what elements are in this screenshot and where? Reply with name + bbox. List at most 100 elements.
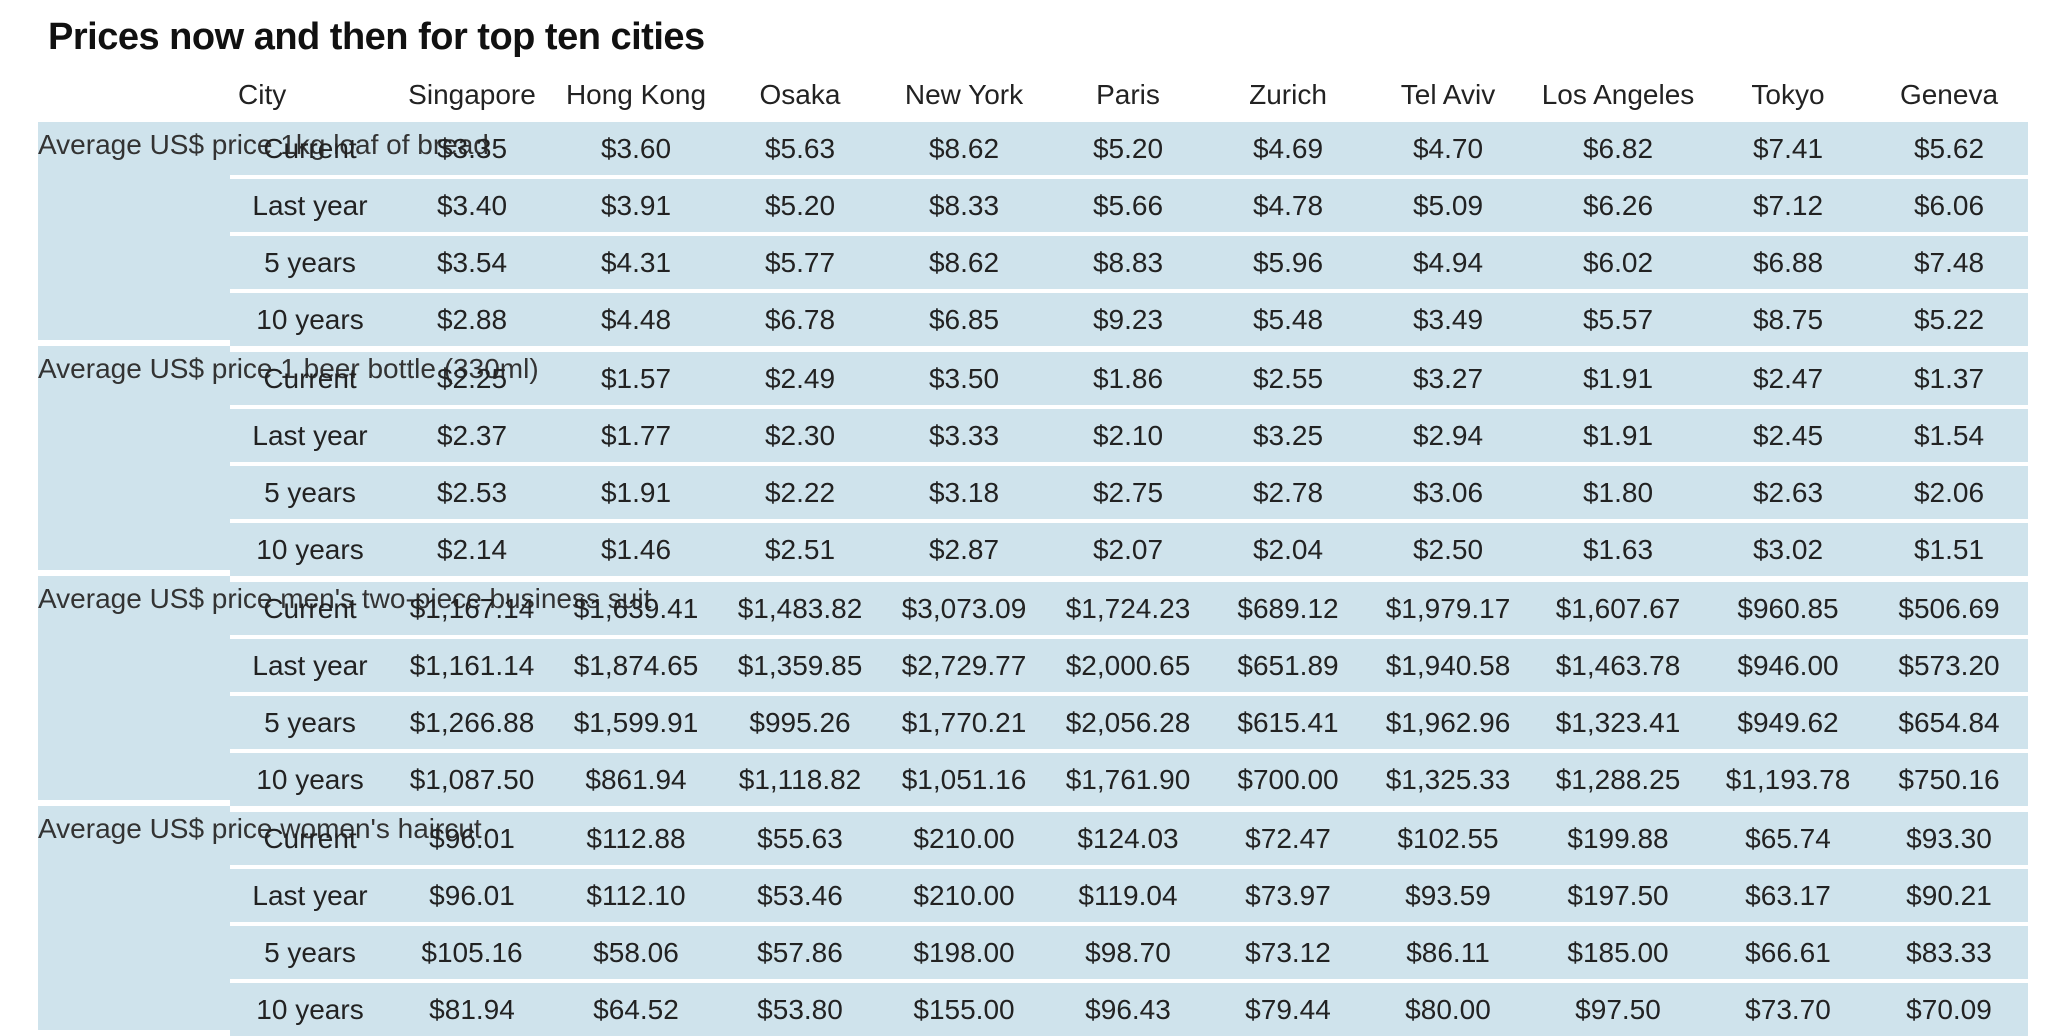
price-cell: $96.43: [1046, 979, 1210, 1036]
price-cell: $210.00: [882, 865, 1046, 922]
price-cell: $1,087.50: [390, 749, 554, 806]
header-city: Paris: [1046, 68, 1210, 122]
header-city: Hong Kong: [554, 68, 718, 122]
price-cell: $960.85: [1706, 576, 1870, 635]
period-label: 5 years: [230, 922, 390, 979]
price-cell: $73.12: [1210, 922, 1366, 979]
price-cell: $689.12: [1210, 576, 1366, 635]
period-label: 5 years: [230, 692, 390, 749]
header-city: Tel Aviv: [1366, 68, 1530, 122]
price-cell: $90.21: [1870, 865, 2028, 922]
table-row: Average US$ price women's haircutCurrent…: [38, 806, 2028, 1036]
table-row: Last year $96.01 $112.10 $53.46 $210.00 $119.…: [38, 865, 2028, 922]
price-cell: $1,323.41: [1530, 692, 1706, 749]
price-cell: $946.00: [1706, 635, 1870, 692]
price-cell: $2.78: [1210, 462, 1366, 519]
table-row: 5 years $1,266.88 $1,599.91 $995.26 $1,770.2…: [38, 692, 2028, 749]
price-cell: $5.66: [1046, 175, 1210, 232]
header-city: Zurich: [1210, 68, 1366, 122]
price-cell: $96.01: [390, 806, 554, 865]
price-cell: $1,874.65: [554, 635, 718, 692]
price-cell: $700.00: [1210, 749, 1366, 806]
table-title: Prices now and then for top ten cities: [48, 16, 705, 58]
price-cell: $861.94: [554, 749, 718, 806]
header-city-label: City: [230, 68, 390, 122]
price-cell: $7.48: [1870, 232, 2028, 289]
header-city: New York: [882, 68, 1046, 122]
price-cell: $1,607.67: [1530, 576, 1706, 635]
price-cell: $8.62: [882, 122, 1046, 175]
table-row: 5 years $105.16 $58.06 $57.86 $198.00 $98.70 $…: [38, 922, 2028, 979]
price-cell: $573.20: [1870, 635, 2028, 692]
price-cell: $197.50: [1530, 865, 1706, 922]
price-cell: $1,940.58: [1366, 635, 1530, 692]
price-cell: $1,483.82: [718, 576, 882, 635]
price-cell: $5.62: [1870, 122, 2028, 175]
price-cell: $8.75: [1706, 289, 1870, 346]
price-cell: $1,325.33: [1366, 749, 1530, 806]
price-cell: $1,118.82: [718, 749, 882, 806]
price-cell: $1,724.23: [1046, 576, 1210, 635]
price-cell: $112.88: [554, 806, 718, 865]
table-row: 10 years $81.94 $64.52 $53.80 $155.00 $96.43 $…: [38, 979, 2028, 1036]
period-label: Current: [230, 576, 390, 635]
price-cell: $2.37: [390, 405, 554, 462]
price-cell: $2.50: [1366, 519, 1530, 576]
price-cell: $4.78: [1210, 175, 1366, 232]
price-cell: $9.23: [1046, 289, 1210, 346]
category-label: Average US$ price 1 beer bottle (330ml): [38, 346, 539, 576]
price-cell: $112.10: [554, 865, 718, 922]
table-row: Average US$ price men's two-piece busine…: [38, 576, 2028, 806]
table-row: Average US$ price 1 beer bottle (330ml)C…: [38, 346, 2028, 576]
price-cell: $81.94: [390, 979, 554, 1036]
price-cell: $53.80: [718, 979, 882, 1036]
price-cell: $2.94: [1366, 405, 1530, 462]
price-table: City Singapore Hong Kong Osaka New York …: [38, 68, 2028, 1036]
price-cell: $2.14: [390, 519, 554, 576]
price-cell: $58.06: [554, 922, 718, 979]
period-label: 5 years: [230, 462, 390, 519]
price-cell: $2.45: [1706, 405, 1870, 462]
price-cell: $3.33: [882, 405, 1046, 462]
price-cell: $80.00: [1366, 979, 1530, 1036]
price-cell: $5.96: [1210, 232, 1366, 289]
table-row: Last year $3.40 $3.91 $5.20 $8.33 $5.66 $4.78 $…: [38, 175, 2028, 232]
table-row: 5 years $3.54 $4.31 $5.77 $8.62 $8.83 $5.96 $4.…: [38, 232, 2028, 289]
category-label: Average US$ price 1kg loaf of bread: [38, 122, 489, 346]
price-cell: $198.00: [882, 922, 1046, 979]
price-cell: $3.91: [554, 175, 718, 232]
period-label: Last year: [230, 865, 390, 922]
price-cell: $1.37: [1870, 346, 2028, 405]
price-cell: $105.16: [390, 922, 554, 979]
table-row: Last year $2.37 $1.77 $2.30 $3.33 $2.10 $3.25 $…: [38, 405, 2028, 462]
price-cell: $1.77: [554, 405, 718, 462]
price-cell: $3.02: [1706, 519, 1870, 576]
price-cell: $1,266.88: [390, 692, 554, 749]
header-city: Geneva: [1870, 68, 2028, 122]
header-city: Singapore: [390, 68, 554, 122]
price-cell: $6.26: [1530, 175, 1706, 232]
price-cell: $3.60: [554, 122, 718, 175]
price-cell: $63.17: [1706, 865, 1870, 922]
price-cell: $2.63: [1706, 462, 1870, 519]
price-cell: $1.54: [1870, 405, 2028, 462]
price-cell: $65.74: [1706, 806, 1870, 865]
category-label: Average US$ price men's two-piece busine…: [38, 576, 651, 806]
price-cell: $5.22: [1870, 289, 2028, 346]
price-cell: $4.94: [1366, 232, 1530, 289]
price-cell: $1,161.14: [390, 635, 554, 692]
price-cell: $3.50: [882, 346, 1046, 405]
header-spacer: [38, 68, 230, 122]
price-cell: $98.70: [1046, 922, 1210, 979]
price-cell: $1.63: [1530, 519, 1706, 576]
price-cell: $8.62: [882, 232, 1046, 289]
price-cell: $93.59: [1366, 865, 1530, 922]
price-cell: $1,770.21: [882, 692, 1046, 749]
category-label: Average US$ price women's haircut: [38, 806, 482, 1036]
price-cell: $1.51: [1870, 519, 2028, 576]
period-label: Last year: [230, 175, 390, 232]
price-cell: $1.91: [1530, 346, 1706, 405]
price-cell: $64.52: [554, 979, 718, 1036]
period-label: 10 years: [230, 289, 390, 346]
price-cell: $995.26: [718, 692, 882, 749]
